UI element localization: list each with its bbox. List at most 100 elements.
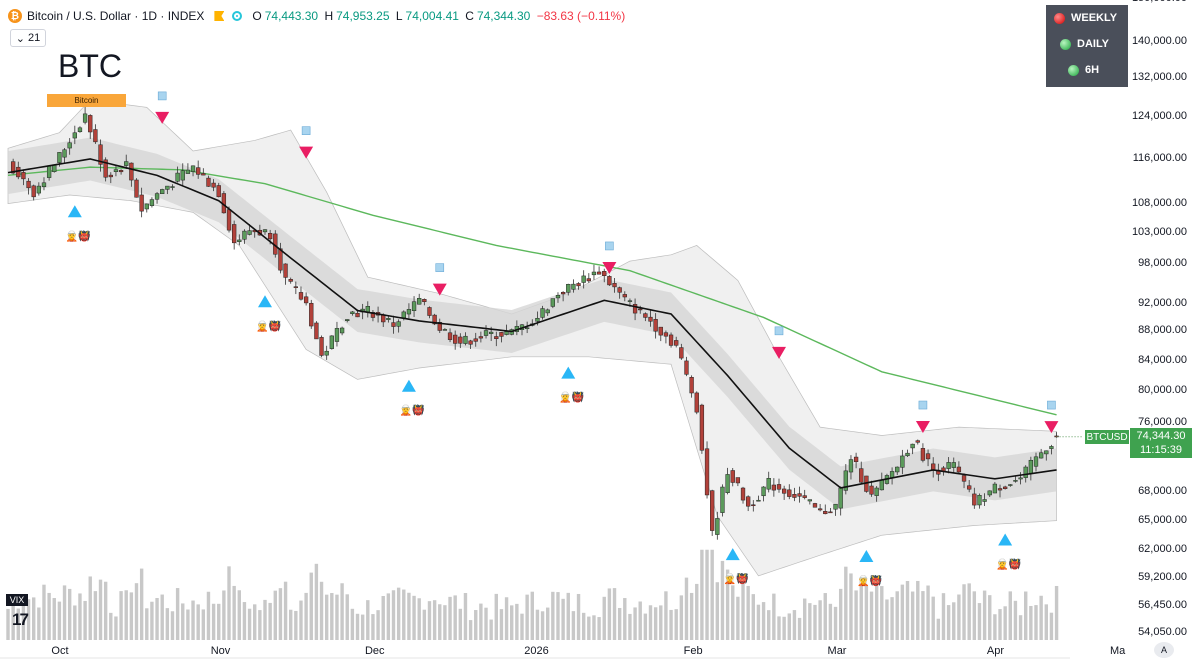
volume-bar (844, 566, 848, 640)
candle (545, 308, 550, 316)
price-tick-label: 59,200.00 (1138, 571, 1187, 583)
candle-body (735, 477, 741, 484)
candle-body (555, 295, 561, 299)
candle-body (879, 479, 884, 491)
candle (555, 292, 561, 303)
price-tick-label: 103,000.00 (1131, 226, 1187, 239)
flag-icon[interactable] (214, 11, 225, 21)
candle (463, 332, 468, 346)
candle (725, 467, 730, 495)
auto-scale-button[interactable]: A (1154, 642, 1174, 658)
candle (396, 319, 401, 333)
volume-bar (37, 607, 41, 640)
basis-line (7, 158, 1057, 489)
candle (160, 188, 165, 195)
candle (632, 298, 638, 321)
volume-bar (674, 609, 678, 640)
candle-body (895, 466, 900, 473)
volume-bar (412, 595, 416, 640)
candle (740, 486, 746, 504)
volume-bar (52, 598, 56, 640)
candle (797, 486, 802, 503)
tradingview-logo[interactable]: 17 (12, 610, 29, 629)
candle-body (817, 508, 823, 511)
volume-bar (520, 613, 524, 640)
candle (422, 298, 427, 306)
indicator-toggle[interactable]: ⌄ 21 (10, 29, 46, 47)
volume-bar (587, 616, 591, 640)
candle-body (751, 504, 756, 507)
volume-bar (946, 605, 951, 640)
sell-signal-marker (918, 400, 928, 410)
candle-body (643, 313, 648, 318)
candle (648, 310, 653, 327)
candle-body (427, 307, 432, 316)
candle (82, 106, 88, 125)
volume-bar (32, 597, 36, 640)
candle-body (483, 330, 489, 336)
volume-bar (57, 601, 62, 640)
signals: 🧝👹 🧝👹 🧝👹 🧝👹 🧝👹 🧝👹 🧝👹 (66, 91, 1059, 587)
candle (761, 486, 766, 502)
candle (828, 508, 833, 514)
volume-bar (736, 596, 740, 640)
volume-bar (838, 588, 843, 640)
volume-bar (767, 610, 771, 640)
candle-body (992, 483, 998, 494)
candle (175, 166, 180, 183)
candle-body (129, 162, 134, 181)
volume-bar (181, 603, 185, 640)
candle-body (617, 287, 622, 293)
candle (643, 312, 648, 322)
volume-bar (510, 605, 514, 640)
timeframe-row-weekly: WEEKLY (1046, 5, 1128, 31)
volume-bar (103, 581, 108, 640)
volume-bar (957, 594, 961, 640)
candle-body (596, 271, 602, 275)
volume-bar (386, 593, 391, 640)
volume-bar (659, 605, 663, 640)
volume-bar (474, 610, 478, 640)
candle (992, 481, 998, 494)
candle-body (36, 185, 41, 194)
volume-bar (556, 592, 560, 640)
candle-body (848, 459, 854, 473)
volume-bar (253, 604, 257, 640)
candle (406, 303, 412, 319)
candle-body (401, 311, 406, 319)
volume-bar (689, 592, 694, 640)
candle (324, 345, 329, 360)
candle-body (581, 275, 586, 283)
candle-body (828, 511, 833, 514)
volume-bar (746, 585, 750, 640)
candle-body (468, 340, 473, 345)
time-tick-label: Feb (683, 645, 703, 657)
candle-body (725, 474, 730, 493)
candle-body (756, 499, 761, 502)
candle (710, 489, 715, 536)
candle (67, 138, 72, 155)
volume-bar (515, 603, 519, 640)
volume-bar (345, 594, 349, 640)
candle-body (967, 485, 972, 490)
sell-signal-marker (157, 91, 167, 101)
candle-body (699, 404, 705, 451)
candle-body (391, 322, 396, 327)
volume-bar (1054, 585, 1059, 640)
candle (674, 336, 679, 348)
candle-body (10, 161, 16, 174)
volume-bar (371, 614, 375, 640)
candle (453, 330, 458, 350)
candle (823, 504, 828, 515)
candle-body (905, 452, 910, 457)
volume-bar (813, 604, 817, 640)
candle (88, 114, 93, 139)
symbol-title[interactable]: Bitcoin / U.S. Dollar · 1D · INDEX (27, 9, 205, 23)
candle-body (869, 485, 874, 495)
candle (689, 375, 694, 398)
volume-bar (494, 593, 498, 640)
price-tick-label: 98,000.00 (1138, 257, 1187, 270)
timeframe-row-daily: DAILY (1046, 31, 1128, 57)
candle-body (982, 499, 987, 502)
